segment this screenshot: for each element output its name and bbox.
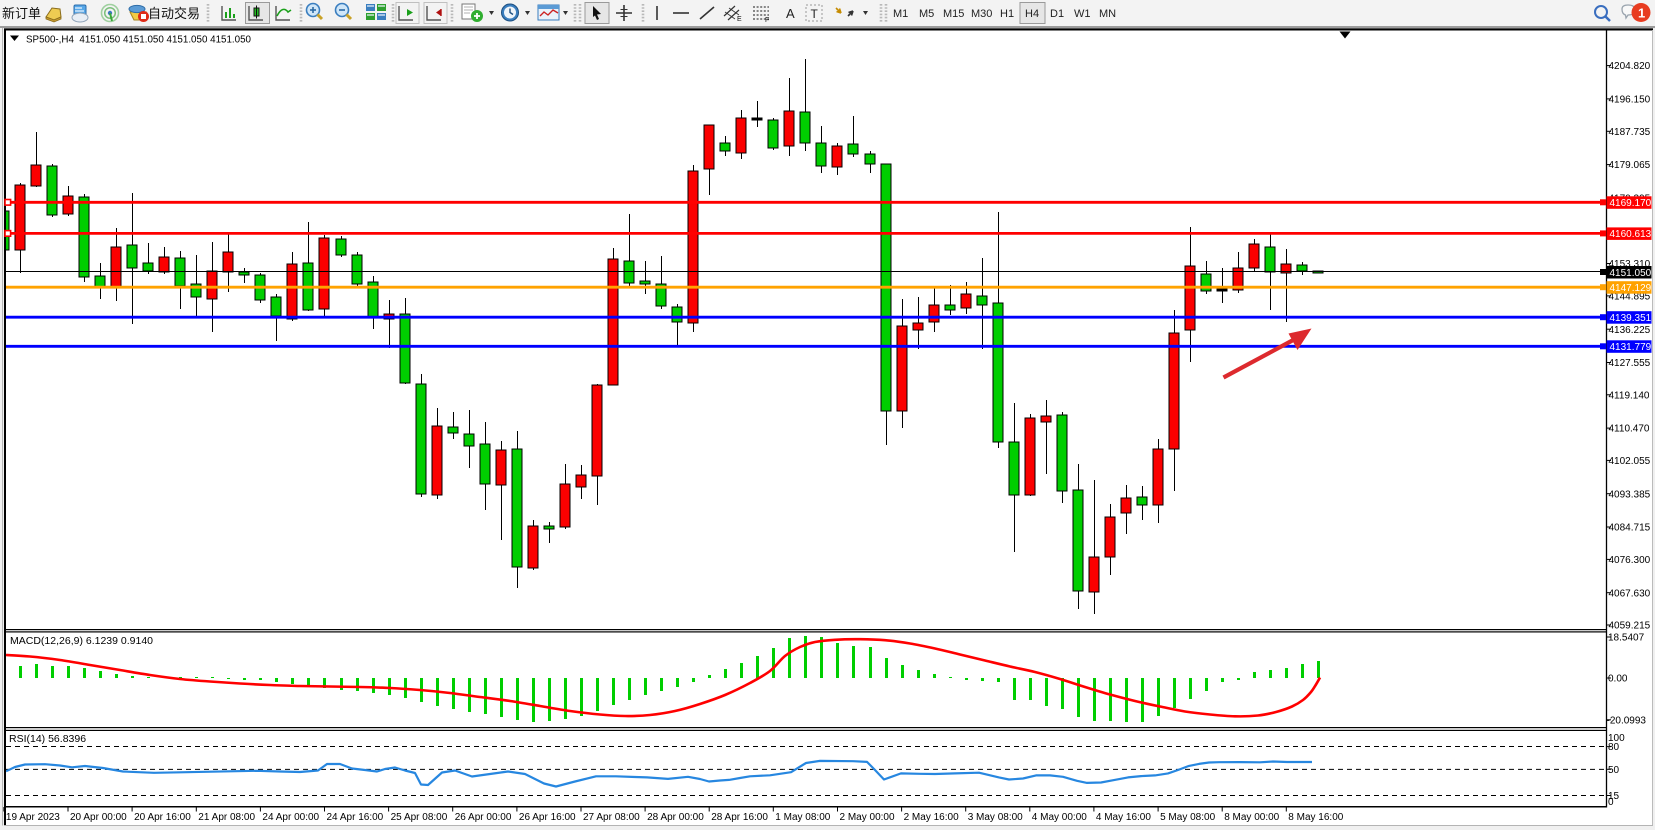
svg-text:1 May 08:00: 1 May 08:00 <box>775 812 830 823</box>
svg-text:2 May 00:00: 2 May 00:00 <box>840 812 895 823</box>
svg-text:21 Apr 08:00: 21 Apr 08:00 <box>198 812 255 823</box>
svg-text:H4: H4 <box>1025 8 1039 20</box>
svg-text:20 Apr 16:00: 20 Apr 16:00 <box>134 812 191 823</box>
svg-text:28 Apr 00:00: 28 Apr 00:00 <box>647 812 704 823</box>
svg-text:15: 15 <box>1608 791 1620 802</box>
svg-text:4139.351: 4139.351 <box>1610 313 1652 324</box>
svg-text:0.00: 0.00 <box>1608 674 1628 685</box>
svg-text:26 Apr 16:00: 26 Apr 16:00 <box>519 812 576 823</box>
svg-text:A: A <box>786 6 795 21</box>
svg-text:4119.140: 4119.140 <box>1609 390 1650 401</box>
svg-text:4067.630: 4067.630 <box>1609 588 1651 599</box>
svg-text:20 Apr 00:00: 20 Apr 00:00 <box>70 812 127 823</box>
svg-text:T: T <box>811 7 819 21</box>
svg-text:4076.300: 4076.300 <box>1609 555 1651 566</box>
svg-text:4131.779: 4131.779 <box>1610 342 1652 353</box>
svg-text:M1: M1 <box>893 8 908 20</box>
svg-text:RSI(14) 56.8396: RSI(14) 56.8396 <box>9 733 86 745</box>
svg-text:50: 50 <box>1608 765 1620 776</box>
svg-text:4 May 16:00: 4 May 16:00 <box>1096 812 1151 823</box>
svg-text:25 Apr 08:00: 25 Apr 08:00 <box>391 812 448 823</box>
svg-text:E: E <box>737 16 742 23</box>
svg-text:F: F <box>765 17 769 24</box>
svg-text:MN: MN <box>1099 8 1116 20</box>
svg-text:2 May 16:00: 2 May 16:00 <box>904 812 959 823</box>
svg-text:4102.055: 4102.055 <box>1609 456 1651 467</box>
svg-text:M30: M30 <box>971 8 992 20</box>
svg-text:4144.895: 4144.895 <box>1609 292 1651 303</box>
svg-text:-20.0993: -20.0993 <box>1607 715 1647 726</box>
svg-text:24 Apr 16:00: 24 Apr 16:00 <box>327 812 384 823</box>
svg-text:W1: W1 <box>1074 8 1091 20</box>
svg-text:8 May 00:00: 8 May 00:00 <box>1224 812 1279 823</box>
svg-text:27 Apr 08:00: 27 Apr 08:00 <box>583 812 640 823</box>
svg-text:M15: M15 <box>943 8 964 20</box>
svg-text:28 Apr 16:00: 28 Apr 16:00 <box>711 812 768 823</box>
svg-text:4204.820: 4204.820 <box>1609 61 1651 72</box>
svg-text:自动交易: 自动交易 <box>148 6 200 21</box>
svg-text:H1: H1 <box>1000 8 1014 20</box>
svg-text:M5: M5 <box>919 8 934 20</box>
svg-text:26 Apr 00:00: 26 Apr 00:00 <box>455 812 512 823</box>
svg-text:SP500-,H4 4151.050 4151.050 4: SP500-,H4 4151.050 4151.050 4151.050 415… <box>26 35 252 46</box>
svg-text:19 Apr 2023: 19 Apr 2023 <box>6 812 60 823</box>
svg-text:D1: D1 <box>1050 8 1064 20</box>
svg-text:4059.215: 4059.215 <box>1609 621 1651 632</box>
svg-text:24 Apr 00:00: 24 Apr 00:00 <box>262 812 319 823</box>
svg-text:4084.715: 4084.715 <box>1609 523 1651 534</box>
svg-text:4179.065: 4179.065 <box>1609 160 1651 171</box>
svg-text:新订单: 新订单 <box>2 6 41 21</box>
svg-text:4169.170: 4169.170 <box>1610 198 1652 209</box>
svg-text:4153.310: 4153.310 <box>1609 259 1651 270</box>
svg-text:18.5407: 18.5407 <box>1608 633 1645 644</box>
svg-text:4160.613: 4160.613 <box>1610 229 1652 240</box>
svg-text:0: 0 <box>1608 797 1614 808</box>
svg-text:4127.555: 4127.555 <box>1609 358 1651 369</box>
svg-text:4093.385: 4093.385 <box>1609 489 1651 500</box>
svg-text:80: 80 <box>1608 742 1620 753</box>
svg-text:5 May 08:00: 5 May 08:00 <box>1160 812 1215 823</box>
svg-text:4147.129: 4147.129 <box>1610 283 1652 294</box>
svg-text:3 May 08:00: 3 May 08:00 <box>968 812 1023 823</box>
svg-text:4196.150: 4196.150 <box>1609 95 1651 106</box>
svg-text:4151.050: 4151.050 <box>1610 268 1652 279</box>
svg-text:100: 100 <box>1608 733 1625 744</box>
svg-text:1: 1 <box>1638 6 1645 21</box>
svg-text:4 May 00:00: 4 May 00:00 <box>1032 812 1087 823</box>
svg-text:MACD(12,26,9) 6.1239 0.9140: MACD(12,26,9) 6.1239 0.9140 <box>10 635 153 647</box>
svg-text:8 May 16:00: 8 May 16:00 <box>1288 812 1343 823</box>
svg-text:4110.470: 4110.470 <box>1609 424 1650 435</box>
svg-text:4136.225: 4136.225 <box>1609 325 1651 336</box>
svg-text:4187.735: 4187.735 <box>1609 127 1651 138</box>
